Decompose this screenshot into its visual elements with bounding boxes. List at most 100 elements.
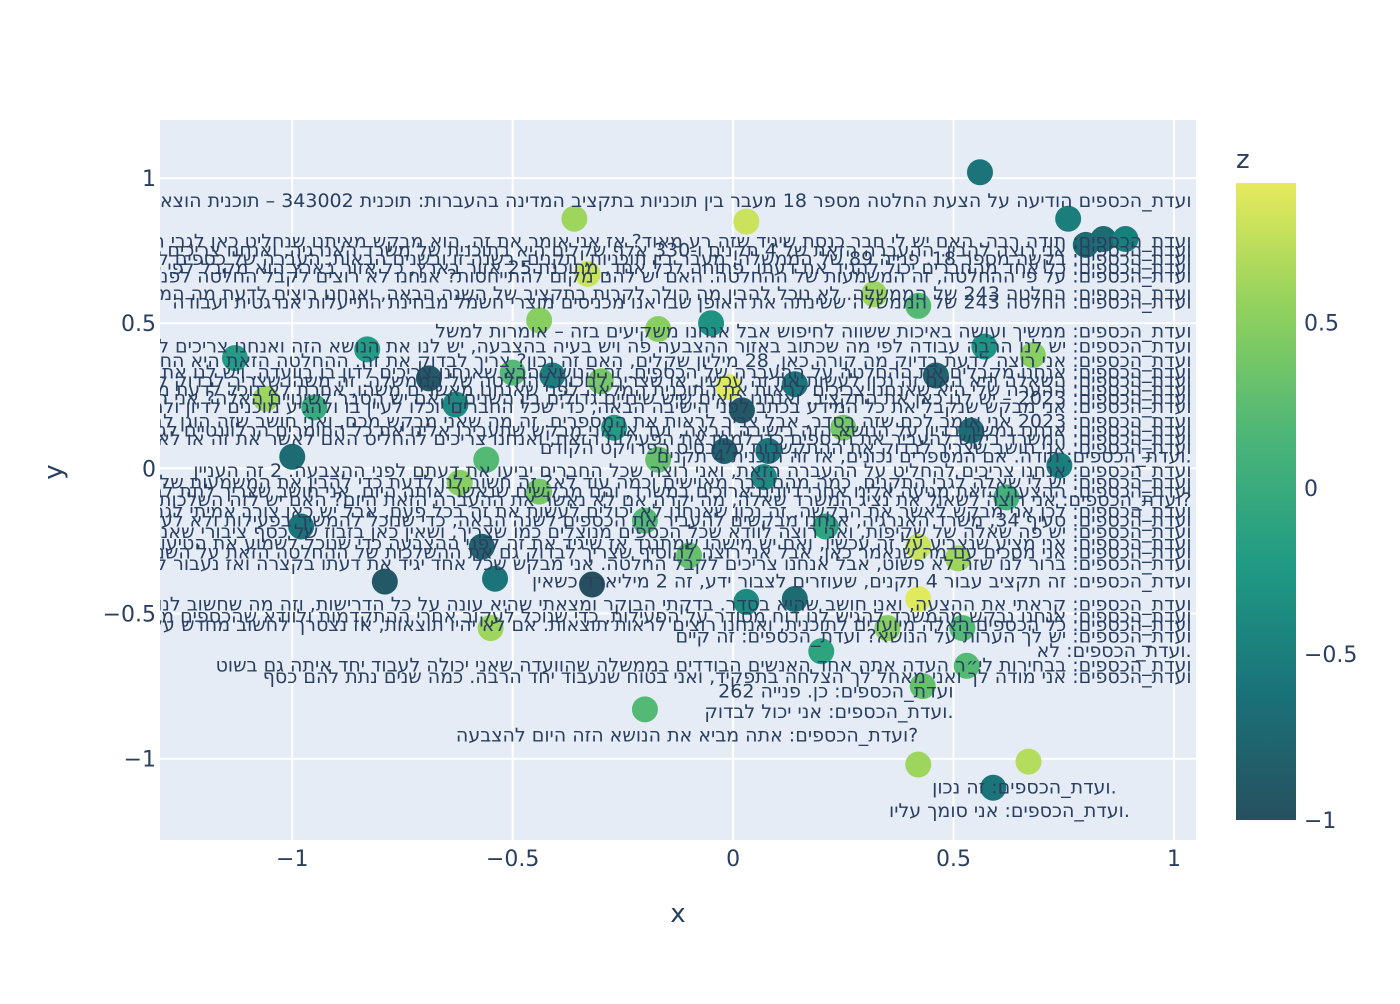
scatter-point [733, 208, 760, 235]
point-text-label: ועדת_הכספים: תודה רבה. האם יש לי חבר כנס… [0, 231, 1192, 253]
scatter-point [861, 281, 888, 308]
colorbar-title: z [1236, 145, 1250, 175]
scatter-point [288, 513, 315, 540]
y-tick-label: 0 [142, 457, 156, 482]
scatter-point [1112, 226, 1139, 253]
point-text-label: ועדת_הכספים: יש לי שאלה לגבי התקנים, כמה… [0, 472, 1192, 494]
scatter-point [415, 365, 442, 392]
x-axis-title: x [670, 899, 685, 929]
point-text-label: ועדת_הכספים: על פי ההחלטה, זה המשמעות של… [0, 266, 1192, 288]
scatter-point [574, 260, 601, 287]
y-tick-label: −1 [124, 748, 156, 773]
point-text-label: ועדת_הכספים הודיעה על הצעת החלטה מספר 18… [0, 190, 1192, 212]
colorbar-gradient [1236, 183, 1296, 820]
grid-lines [160, 120, 1196, 840]
scatter-point [905, 292, 932, 319]
scatter-point [482, 565, 509, 592]
y-axis-ticks: −1 −0.5 0 0.5 1 [103, 167, 156, 773]
point-text-label: ועדת_הכספים: אני מסכים עם מה שנאמר כאן, … [0, 541, 1192, 563]
point-text-label: ועדת_הכספים: זה נכון. [932, 777, 1116, 799]
scatter-point [539, 362, 566, 389]
point-text-label: ועדת_הכספים: כן. פנייה 262 [718, 681, 953, 703]
point-text-label: ועדת_הכספים: אנחנו צריכים להחליט על ההעב… [193, 460, 1191, 482]
point-text-label: ועדת_הכספים: יש לך הערות על הנושא? ועדת_… [675, 626, 1191, 648]
point-text-label: ועדת_הכספים: בבחירות לי״ר העדה אתה אחד ה… [216, 655, 1192, 677]
scatter-point [601, 414, 628, 441]
point-text-label: ועדת_הכספים: סעיף 34, משרד האנרגיה, אנחנ… [0, 509, 1192, 531]
scatter-point [874, 615, 901, 642]
point-labels: ועדת_הכספים הודיעה על הצעת החלטה מספר 18… [0, 190, 1192, 822]
point-text-label: ועדת_הכספים: קראתי את ההצעה, ואני חושב ש… [96, 594, 1192, 616]
scatter-point [221, 345, 248, 372]
scatter-point [645, 446, 672, 473]
scatter-point [905, 533, 932, 560]
point-text-label: ועדת_הכספים: 2023 – יש לנו כאן את התקציב… [0, 388, 1192, 410]
scatter-point [812, 513, 839, 540]
scatter-point [1055, 205, 1082, 232]
point-text-label: ועדת_הכספים: אני מציע שנצביע על זה עכשיו… [16, 533, 1192, 555]
point-text-label: ועדת_הכספים: אנחנו נבקש מהמשרד להגיש לנו… [60, 605, 1191, 627]
scatter-point [966, 159, 993, 186]
scatter-point [645, 316, 672, 343]
colorbar-tick-label: 0.5 [1304, 311, 1339, 336]
scatter-point [949, 615, 976, 642]
scatter-point [1019, 342, 1046, 369]
point-text-label: ועדת_הכספים: יש לנו הרבה עבודה לפי מה שכ… [0, 335, 1192, 357]
scatter-point [587, 368, 614, 395]
scatter-point [561, 205, 588, 232]
scatter-point [905, 751, 932, 778]
point-text-label: ועדת_הכספים: החלטה 243 של הממשלה ששינתה … [172, 292, 1191, 314]
point-text-label: ועדת_הכספים: זה תקציב עבור 4 תקנים, שעוז… [532, 570, 1192, 592]
point-text-label: ועדת_הכספים: כל אחד מהחברים יכול להגיד א… [0, 257, 1192, 279]
point-text-label: ועדת_הכספים: כל הכספים האלה מיועדים לתוכ… [5, 614, 1192, 636]
point-text-label: ועדת_הכספים: אני יכול לבדוק. [704, 701, 953, 723]
point-text-label: ועדת_הכספים: אתה מביא את הנושא הזה היום … [456, 724, 918, 746]
scatter-point [993, 484, 1020, 511]
scatter-point [808, 638, 835, 665]
scatter-point [1015, 748, 1042, 775]
colorbar-ticks: 0.5 0 −0.5 −1 [1304, 311, 1357, 834]
scatter-point [301, 394, 328, 421]
scatter-point [953, 652, 980, 679]
scatter-point [733, 588, 760, 615]
scatter-point [1090, 226, 1117, 253]
y-tick-label: −0.5 [103, 603, 156, 628]
scatter-point [980, 774, 1007, 801]
scatter-point [1046, 452, 1073, 479]
scatter-point [354, 336, 381, 363]
x-tick-label: 1 [1167, 847, 1181, 872]
point-text-label: ועדת_הכספים: 2023 אני אומר לכם שזה בסדר,… [0, 411, 1192, 433]
scatter-point [755, 437, 782, 464]
scatter-point [750, 464, 777, 491]
scatter-point [252, 385, 279, 412]
scatter-point [728, 397, 755, 424]
scatter-point [526, 478, 553, 505]
point-text-label: ועדת_הכספים: אני רוצה לשאול את נציג המשר… [0, 489, 1192, 511]
scatter-point [922, 362, 949, 389]
scatter-point [477, 615, 504, 642]
x-tick-label: −1 [276, 847, 308, 872]
scatter-point [446, 469, 473, 496]
point-text-label: ועדת_הכספים: אני מבקש שנקבל את כל המידע … [0, 396, 1192, 418]
point-text-label: ועדת_הכספים: ההצעה הזאת מגיעה אלינו אחרי… [0, 480, 1192, 502]
point-text-label: ועדת_הכספים: אנחנו נמשיך בדיון על הנושא … [0, 419, 1192, 441]
y-axis-title: y [39, 464, 69, 479]
scatter-point [473, 446, 500, 473]
point-text-label: ועדת_הכספים: השאלה היא האם זה נכון לעשות… [0, 370, 1192, 392]
scatter-point [698, 310, 725, 337]
scatter-point [631, 696, 658, 723]
point-text-label: ועדת_הכספים: ממשיך ועושה באיכות ששווה לח… [435, 321, 1191, 343]
scatter-point [442, 391, 469, 418]
scatter-point [631, 507, 658, 534]
colorbar: z 0.5 0 −0.5 −1 [1236, 145, 1357, 834]
scatter-point [371, 568, 398, 595]
colorbar-tick-label: −0.5 [1304, 643, 1357, 668]
y-tick-label: 0.5 [121, 312, 156, 337]
point-text-label: ועדת_הכספים: החלטה 243 של הממשלה. לא נוכ… [0, 283, 1192, 305]
data-points [221, 159, 1139, 801]
x-tick-label: −0.5 [486, 847, 539, 872]
colorbar-tick-label: 0 [1304, 477, 1318, 502]
scatter-point [468, 533, 495, 560]
scatter-point [905, 586, 932, 613]
